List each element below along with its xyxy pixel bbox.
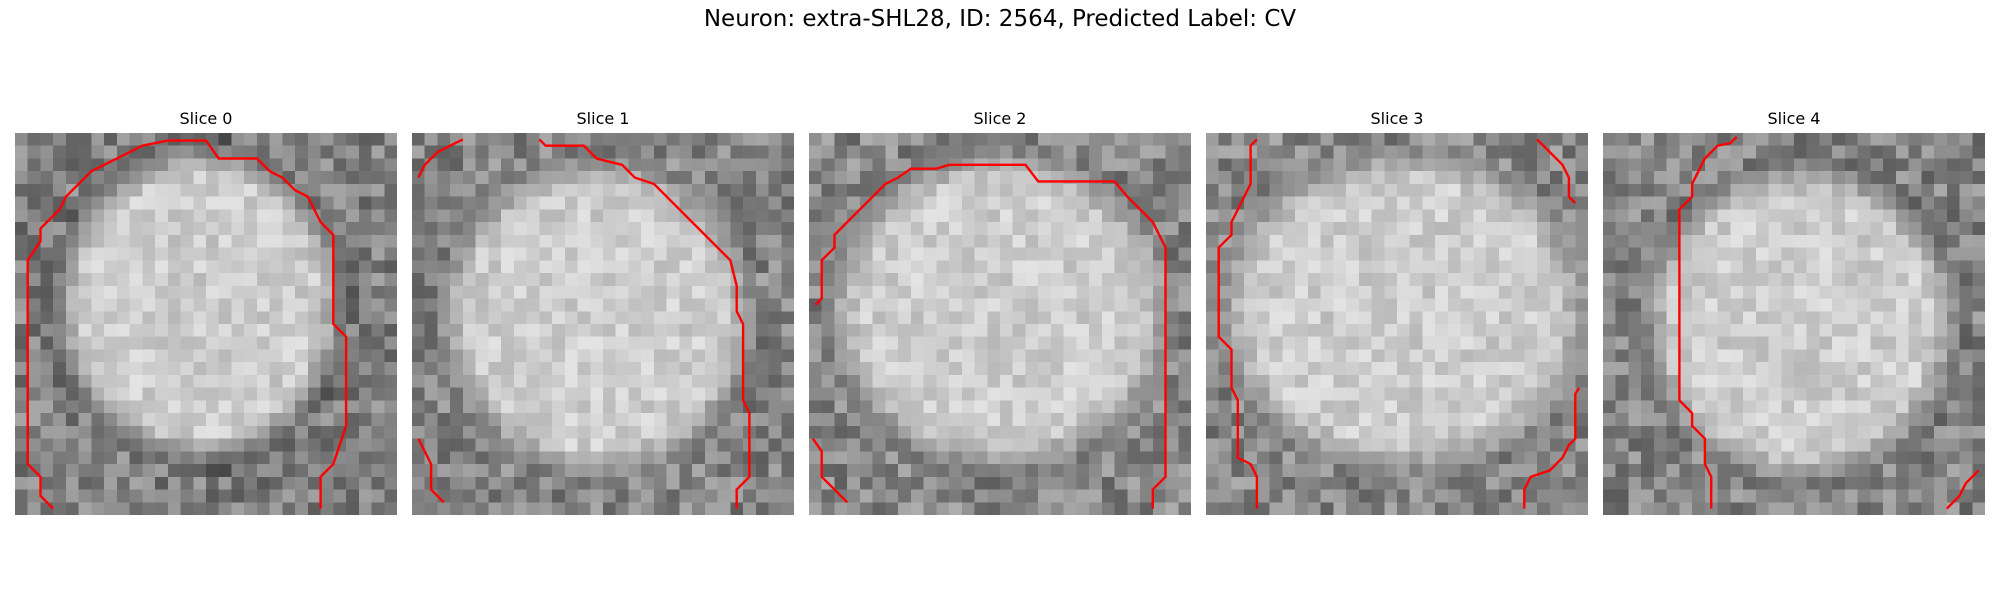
contour-line <box>417 138 464 179</box>
contour-line <box>1217 138 1259 509</box>
slice-image <box>1206 133 1588 515</box>
slice-title: Slice 4 <box>1767 109 1821 128</box>
contour-line <box>417 438 445 504</box>
contour-overlay <box>26 139 348 510</box>
contour-line <box>538 138 751 509</box>
contour-line <box>1678 135 1738 509</box>
contour-line <box>1536 138 1577 204</box>
contour-overlay <box>1217 138 1581 509</box>
figure-title: Neuron: extra-SHL28, ID: 2564, Predicted… <box>703 6 1297 32</box>
contour-overlay <box>417 138 751 509</box>
contour-overlay <box>811 163 1167 509</box>
slice-panel-3: Slice 3 <box>1206 108 1588 515</box>
slice-panel-4: Slice 4 <box>1603 108 1985 515</box>
slice-panel-2: Slice 2 <box>809 108 1191 515</box>
contour-line <box>1523 387 1581 509</box>
slice-title: Slice 3 <box>1370 109 1424 128</box>
slice-title: Slice 2 <box>973 109 1027 128</box>
slice-image <box>412 133 794 515</box>
slice-title: Slice 0 <box>179 109 233 128</box>
contour-line <box>26 139 348 510</box>
contour-line <box>1945 469 1980 510</box>
slice-title: Slice 1 <box>576 109 630 128</box>
contour-line <box>814 163 1167 509</box>
contour-line <box>811 437 849 504</box>
slice-image <box>1603 133 1985 515</box>
contour-overlay <box>1678 135 1980 510</box>
slice-panel-1: Slice 1 <box>412 108 794 515</box>
slice-panel-0: Slice 0 <box>15 108 397 515</box>
